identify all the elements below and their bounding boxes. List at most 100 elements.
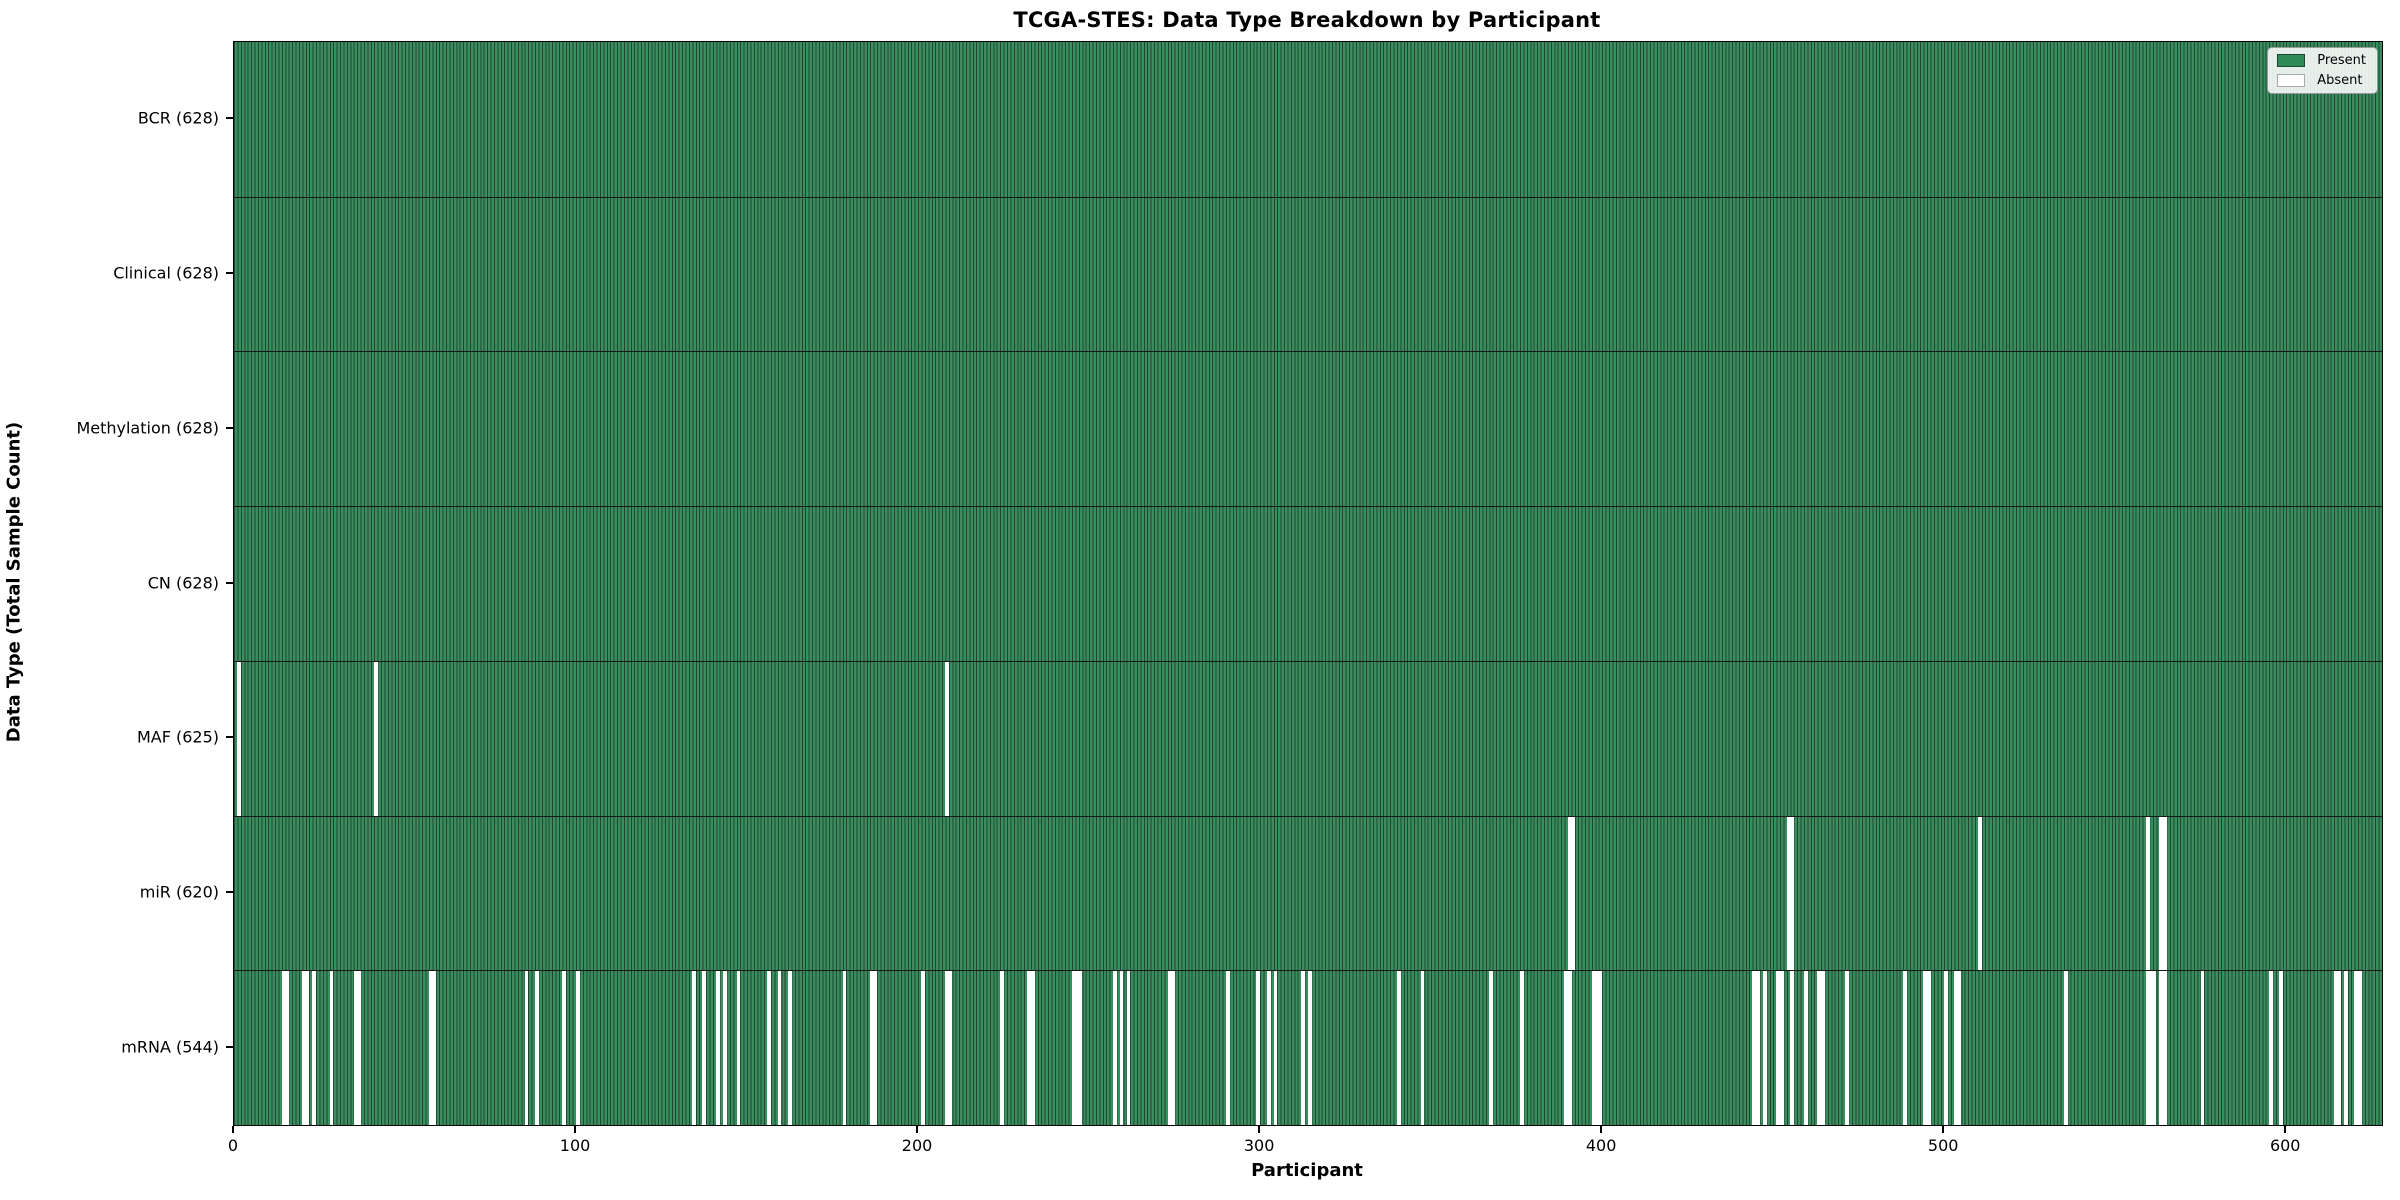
- absent-gap: [2145, 970, 2150, 1125]
- absent-gap: [722, 970, 727, 1125]
- absent-gap: [1078, 970, 1083, 1125]
- absent-gap: [787, 970, 792, 1125]
- absent-gap: [767, 970, 772, 1125]
- x-tick-label: 0: [227, 1136, 239, 1155]
- absent-gap: [1923, 970, 1928, 1125]
- absent-gap: [999, 970, 1004, 1125]
- absent-gap: [2162, 970, 2167, 1125]
- x-tick-mark: [574, 1126, 577, 1133]
- absent-gap: [2159, 815, 2164, 971]
- absent-gap: [945, 970, 950, 1125]
- absent-gap: [1926, 970, 1931, 1125]
- absent-gap: [1126, 970, 1131, 1125]
- absent-gap: [2145, 815, 2150, 971]
- absent-gap: [1790, 815, 1794, 971]
- absent-gap: [1027, 970, 1032, 1125]
- absent-gap: [2159, 970, 2164, 1125]
- absent-gap: [716, 970, 720, 1125]
- absent-gap: [2354, 970, 2359, 1125]
- absent-gap: [921, 970, 926, 1125]
- absent-gap: [305, 970, 310, 1125]
- row-divider: [234, 970, 2382, 972]
- absent-gap: [948, 970, 953, 1125]
- absent-gap: [2279, 970, 2283, 1125]
- absent-gap: [869, 970, 874, 1125]
- absent-gap: [1170, 970, 1175, 1125]
- chart-title: TCGA-STES: Data Type Breakdown by Partic…: [1013, 8, 1601, 32]
- x-tick-mark: [1600, 1126, 1603, 1133]
- absent-gap: [285, 970, 289, 1125]
- absent-gap: [1519, 970, 1524, 1125]
- absent-gap: [1030, 970, 1035, 1125]
- absent-gap: [1266, 970, 1271, 1125]
- absent-gap: [2152, 970, 2157, 1125]
- row-divider: [234, 660, 2382, 662]
- absent-gap: [2200, 970, 2205, 1125]
- absent-gap: [312, 970, 317, 1125]
- absent-gap: [2162, 815, 2167, 971]
- absent-gap: [374, 660, 378, 816]
- y-tick-label: MAF (625): [136, 727, 219, 747]
- absent-gap: [1567, 970, 1572, 1125]
- y-tick-label: mRNA (544): [121, 1037, 219, 1057]
- absent-gap: [237, 660, 242, 816]
- x-tick-mark: [2284, 1126, 2287, 1133]
- absent-gap: [534, 970, 539, 1125]
- absent-gap: [1755, 970, 1760, 1125]
- x-tick-mark: [1258, 1126, 1261, 1133]
- absent-gap: [1954, 970, 1959, 1125]
- y-tick-mark: [226, 736, 233, 739]
- row-divider: [234, 351, 2382, 353]
- y-tick-label: Methylation (628): [76, 418, 219, 438]
- absent-gap: [2337, 970, 2342, 1125]
- x-tick-label: 100: [559, 1136, 591, 1155]
- row-divider: [234, 815, 2382, 817]
- absent-gap: [1752, 970, 1757, 1125]
- x-tick-label: 400: [1585, 1136, 1617, 1155]
- absent-gap: [1225, 970, 1230, 1125]
- absent-gap: [281, 970, 286, 1125]
- absent-gap: [945, 660, 950, 816]
- absent-gap: [1571, 815, 1575, 971]
- x-tick-label: 600: [2269, 1136, 2301, 1155]
- legend-absent-label: Absent: [2317, 73, 2363, 88]
- row-divider: [234, 506, 2382, 508]
- absent-gap: [356, 970, 361, 1125]
- absent-gap: [1978, 815, 1982, 971]
- absent-gap: [842, 970, 847, 1125]
- absent-gap: [1112, 970, 1117, 1125]
- absent-gap: [1075, 970, 1080, 1125]
- x-axis-label: Participant: [1251, 1160, 1363, 1181]
- absent-gap: [2063, 970, 2068, 1125]
- absent-gap: [2344, 970, 2348, 1125]
- absent-gap: [1779, 970, 1784, 1125]
- absent-gap: [432, 970, 436, 1125]
- x-tick-mark: [916, 1126, 919, 1133]
- x-tick-mark: [1942, 1126, 1945, 1133]
- y-tick-mark: [226, 1045, 233, 1048]
- absent-gap: [1564, 970, 1569, 1125]
- absent-gap: [692, 970, 696, 1125]
- absent-gap: [1803, 970, 1808, 1125]
- absent-gap: [736, 970, 741, 1125]
- absent-gap: [1820, 970, 1825, 1125]
- legend-item-absent: Absent: [2277, 74, 2366, 87]
- absent-gap: [302, 970, 307, 1125]
- absent-gap: [2333, 970, 2338, 1125]
- absent-gap: [1489, 970, 1493, 1125]
- y-tick-label: Clinical (628): [113, 263, 219, 283]
- absent-gap: [2268, 970, 2273, 1125]
- absent-gap: [1420, 970, 1425, 1125]
- absent-gap: [1598, 970, 1603, 1125]
- absent-gap: [1762, 970, 1767, 1125]
- absent-gap: [562, 970, 566, 1125]
- y-tick-label: miR (620): [139, 882, 219, 902]
- absent-gap: [1902, 970, 1907, 1125]
- legend: Present Absent: [2267, 47, 2378, 94]
- legend-present-label: Present: [2317, 53, 2366, 68]
- absent-gap: [1119, 970, 1124, 1125]
- y-tick-mark: [226, 581, 233, 584]
- x-tick-mark: [232, 1126, 234, 1133]
- absent-gap: [1844, 970, 1849, 1125]
- absent-gap: [1776, 970, 1781, 1125]
